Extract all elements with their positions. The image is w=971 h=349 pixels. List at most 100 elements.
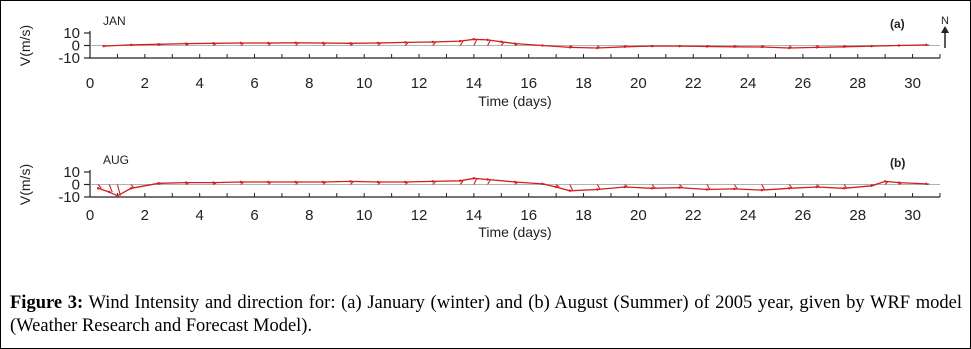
x-tick-label: 16: [520, 207, 537, 224]
wind-data-point: [514, 42, 516, 44]
wind-data-point: [843, 46, 845, 48]
wind-data-point: [240, 42, 242, 44]
x-axis-title: Time (days): [478, 224, 551, 240]
wind-data-point: [294, 181, 296, 183]
x-tick-label: 12: [411, 207, 428, 224]
x-tick-label: 0: [86, 207, 94, 224]
x-tick-label: 12: [411, 75, 428, 92]
wind-data-point: [541, 183, 543, 185]
wind-data-point: [116, 195, 118, 197]
x-tick-label: 10: [356, 207, 373, 224]
x-tick-label: 2: [141, 75, 149, 92]
wind-data-point: [432, 41, 434, 43]
x-tick-label: 28: [849, 207, 866, 224]
month-label: JAN: [103, 14, 126, 28]
wind-data-point: [788, 187, 790, 189]
wind-data-point: [925, 183, 927, 185]
wind-data-point: [212, 42, 214, 44]
wind-data-point: [678, 45, 680, 47]
panel-tag: (b): [890, 156, 905, 170]
wind-data-point: [157, 182, 159, 184]
x-tick-label: 18: [575, 75, 592, 92]
x-tick-label: 30: [904, 75, 921, 92]
wind-data-point: [240, 181, 242, 183]
x-tick-label: 20: [630, 207, 647, 224]
x-tick-label: 2: [141, 207, 149, 224]
wind-vector: [109, 185, 112, 193]
y-axis-title: V(m/s): [17, 25, 33, 66]
x-tick-label: 18: [575, 207, 592, 224]
y-axis-title: V(m/s): [17, 164, 33, 205]
wind-data-point: [651, 45, 653, 47]
wind-data-point: [486, 39, 488, 41]
wind-data-point: [377, 42, 379, 44]
wind-data-point: [706, 188, 708, 190]
wind-data-point: [870, 45, 872, 47]
panel-tag: (a): [890, 17, 905, 31]
wind-data-point: [130, 187, 132, 189]
north-arrow-icon: [941, 26, 949, 33]
wind-data-point: [349, 42, 351, 44]
wind-data-point: [294, 42, 296, 44]
wind-data-point: [843, 187, 845, 189]
wind-data-point: [569, 190, 571, 192]
x-tick-label: 22: [685, 207, 702, 224]
x-tick-label: 16: [520, 75, 537, 92]
wind-data-point: [706, 45, 708, 47]
wind-data-point: [108, 191, 110, 193]
x-tick-label: 22: [685, 75, 702, 92]
x-tick-label: 14: [466, 207, 483, 224]
x-tick-label: 6: [250, 207, 258, 224]
figure-caption: Figure 3: Wind Intensity and direction f…: [10, 292, 962, 338]
wind-data-point: [815, 186, 817, 188]
wind-data-point: [514, 181, 516, 183]
wind-data-point: [925, 44, 927, 46]
wind-data-point: [185, 42, 187, 44]
wind-data-point: [185, 181, 187, 183]
wind-data-point: [97, 187, 99, 189]
wind-data-point: [404, 181, 406, 183]
wind-data-point: [733, 46, 735, 48]
wind-data-point: [130, 44, 132, 46]
wind-data-point: [212, 181, 214, 183]
wind-data-point: [884, 180, 886, 182]
x-axis-title: Time (days): [478, 93, 551, 109]
wind-data-point: [459, 180, 461, 182]
wind-data-point: [267, 42, 269, 44]
wind-data-point: [788, 47, 790, 49]
wind-data-point: [596, 188, 598, 190]
wind-data-point: [377, 181, 379, 183]
x-tick-label: 0: [86, 75, 94, 92]
wind-data-point: [432, 180, 434, 182]
wind-data-point: [761, 46, 763, 48]
north-indicator: N: [941, 15, 949, 48]
x-tick-label: 14: [466, 75, 483, 92]
wind-data-point: [267, 181, 269, 183]
x-tick-label: 26: [795, 75, 812, 92]
x-tick-label: 10: [356, 75, 373, 92]
wind-data-point: [678, 186, 680, 188]
wind-data-point: [459, 40, 461, 42]
wind-data-point: [157, 43, 159, 45]
wind-data-point: [733, 188, 735, 190]
caption-label: Figure 3:: [10, 293, 83, 313]
x-tick-label: 26: [795, 207, 812, 224]
wind-data-point: [898, 44, 900, 46]
wind-data-point: [596, 47, 598, 49]
wind-data-point: [103, 45, 105, 47]
wind-data-point: [486, 178, 488, 180]
wind-data-point: [898, 181, 900, 183]
wind-data-point: [500, 41, 502, 43]
x-tick-label: 30: [904, 207, 921, 224]
y-tick-label: -10: [58, 50, 80, 67]
wind-data-point: [761, 189, 763, 191]
wind-data-point: [555, 186, 557, 188]
north-label: N: [941, 15, 949, 27]
caption-text: Wind Intensity and direction for: (a) Ja…: [10, 293, 962, 336]
x-tick-label: 4: [196, 207, 204, 224]
x-tick-label: 20: [630, 75, 647, 92]
x-tick-label: 24: [740, 207, 757, 224]
